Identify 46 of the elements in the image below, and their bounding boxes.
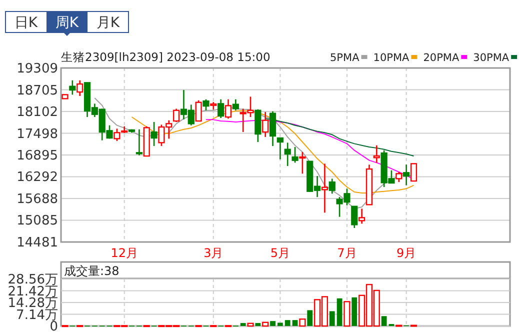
y-tick-label: 17498: [16, 126, 58, 142]
y-tick-label: 14481: [16, 236, 58, 250]
bar: [270, 321, 276, 326]
y-tick-label: 16292: [16, 170, 58, 186]
legend-label: 30PMA: [473, 52, 510, 64]
candlestick: [373, 144, 380, 164]
text: 月K: [96, 15, 120, 31]
legend-label: 20PMA: [423, 52, 460, 64]
x-tick-label: 12月: [110, 246, 138, 260]
x-tick-label: 7月: [337, 246, 357, 260]
bar: [255, 323, 261, 326]
bar: [262, 322, 269, 327]
bar: [344, 301, 350, 327]
bar: [381, 316, 387, 326]
bar: [284, 320, 290, 326]
x-tick-label: 5月: [270, 246, 290, 260]
bar: [240, 323, 246, 326]
legend-label: 10PMA: [373, 52, 410, 64]
candlestick: [403, 164, 410, 186]
bar: [277, 322, 283, 326]
bar: [329, 311, 335, 326]
bar: [292, 320, 298, 326]
bar: [352, 297, 358, 326]
bar: [299, 318, 306, 327]
candlestick: [284, 142, 291, 167]
candlestick: [262, 111, 269, 138]
y-tick-label: 15688: [16, 192, 58, 207]
y-tick-label: 15085: [16, 214, 58, 229]
x-tick-label: 3月: [204, 246, 224, 260]
candlestick: [218, 98, 224, 119]
chart-title: 成交量:38: [64, 264, 120, 278]
chart-title: 生猪2309[lh2309] 2023-09-08 15:00: [61, 50, 270, 64]
y-tick-label: 18705: [16, 83, 58, 98]
candlestick: [76, 80, 84, 97]
bar: [307, 310, 313, 326]
legend-label: 5PMA: [330, 52, 360, 64]
y-tick-label: 0: [50, 320, 58, 332]
y-tick-label: 18102: [16, 105, 58, 120]
y-tick-label: 16895: [16, 148, 58, 164]
text: 日K: [14, 15, 38, 31]
x-tick-label: 9月: [396, 246, 416, 260]
bar: [336, 298, 342, 326]
text: 周K: [55, 15, 80, 31]
candlestick: [321, 163, 328, 214]
bar: [247, 322, 254, 327]
y-tick-label: 19309: [16, 62, 58, 76]
